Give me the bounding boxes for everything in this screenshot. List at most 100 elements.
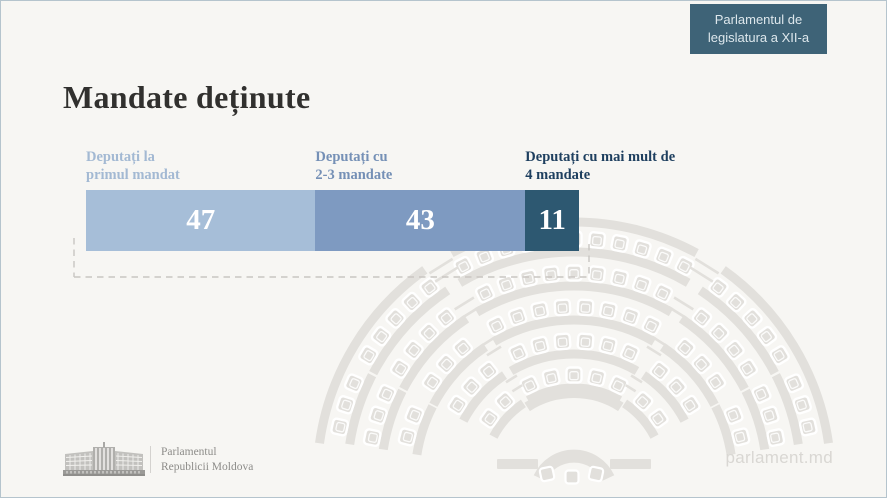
seat-icon (632, 239, 652, 259)
seat-icon (598, 300, 618, 320)
seat-icon (666, 376, 687, 398)
seat-icon (751, 383, 772, 404)
stair-step (673, 296, 694, 311)
podium (497, 449, 651, 485)
seat-icon (760, 405, 780, 426)
stair-step (480, 335, 497, 348)
seat-icon (565, 264, 583, 282)
seat-icon (335, 395, 356, 415)
seat-icon (691, 353, 713, 375)
seat-icon (447, 394, 468, 416)
seat-icon (362, 428, 382, 448)
seat-icon (708, 277, 729, 298)
seat-icon (652, 283, 674, 304)
seat-icon (756, 325, 778, 347)
segment-label-2: Deputați cu 2-3 mandate (315, 149, 393, 183)
website-text: parlament.md (725, 448, 833, 467)
parliament-building-icon (63, 442, 145, 476)
page-title: Mandate deținute (63, 79, 311, 115)
stacked-bar: 47 43 11 (86, 190, 579, 251)
seat-icon (784, 373, 805, 394)
badge-line-2: legislatura a XII-a (707, 30, 810, 45)
stair-step (651, 335, 668, 348)
seat-icon (649, 360, 671, 382)
seat-icon (389, 358, 411, 379)
seat-icon (486, 315, 507, 336)
seat-icon (587, 231, 607, 250)
bar-segment-1: 47 (86, 190, 316, 251)
seat-icon (598, 335, 618, 355)
seat-icon (610, 268, 630, 288)
stair-step (689, 266, 714, 283)
stair-step (694, 257, 720, 275)
footer-logo-text: Parlamentul Republicii Moldova (161, 445, 253, 475)
seat-icon (769, 345, 790, 366)
seat-icon (619, 342, 640, 363)
segment-value: 47 (186, 204, 216, 236)
segment-label-3: Deputați cu mai mult de 4 mandate (525, 149, 676, 183)
seat-icon (725, 291, 747, 313)
seat-icon (401, 291, 423, 313)
seat-icon (553, 332, 572, 351)
bar-segment-3: 11 (525, 190, 579, 251)
footer-logo-line-1: Parlamentul (161, 446, 217, 458)
footer-divider (150, 446, 151, 473)
seat-icon (435, 307, 457, 328)
seat-icon (330, 417, 350, 437)
stair-step (460, 305, 480, 320)
hemicycle (315, 217, 833, 485)
seat-icon (792, 395, 813, 415)
seat-icon (397, 427, 417, 447)
stair-step (668, 305, 688, 320)
seat-icon (453, 255, 474, 277)
stair-step (428, 257, 454, 275)
segment-label-1: Deputați la primul mandat (86, 149, 180, 183)
seat-icon (674, 337, 696, 359)
stair-step (630, 374, 643, 384)
seat-icon (461, 376, 482, 398)
seat-icon (742, 308, 763, 329)
seat-icon (508, 342, 529, 363)
seat-icon (519, 374, 540, 396)
bar-segment-2: 43 (315, 190, 526, 251)
seat-icon (708, 322, 730, 344)
segment-value: 11 (538, 204, 566, 236)
seat-icon (705, 371, 727, 393)
seat-icon (737, 358, 759, 379)
stair-step (511, 384, 523, 393)
seat-icon (419, 277, 440, 298)
seat-icon (608, 374, 629, 396)
stair-step (454, 296, 475, 311)
seat-icon (731, 427, 751, 447)
seat-icon (452, 337, 474, 359)
seat-icon (494, 390, 516, 412)
seat-icon (507, 306, 528, 327)
seat-icon (587, 265, 607, 284)
stair-step (486, 345, 502, 357)
seat-icon (565, 366, 583, 384)
seat-icon (358, 345, 379, 366)
seat-icon (576, 298, 595, 317)
seat-icon (674, 255, 695, 277)
seat-icon (648, 408, 669, 429)
seat-icon (435, 353, 457, 375)
seat-icon (641, 315, 662, 336)
stair-step (505, 374, 518, 384)
seat-icon (724, 339, 745, 361)
seat-icon (496, 274, 517, 295)
seat-icon (691, 307, 713, 328)
footer-logo-line-2: Republicii Moldova (161, 461, 254, 473)
seat-icon (376, 383, 397, 404)
seat-icon (798, 417, 818, 437)
seat-icon (766, 428, 786, 448)
seat-icon (632, 390, 654, 412)
stair-step (434, 266, 459, 283)
bar-outline-dashed-bracket (73, 238, 590, 278)
seat-icon (418, 322, 440, 344)
seat-icon (530, 335, 550, 355)
seat-icon (541, 265, 561, 284)
seat-icon (680, 394, 701, 416)
seat-icon (576, 332, 595, 351)
seat-icon (479, 408, 500, 429)
